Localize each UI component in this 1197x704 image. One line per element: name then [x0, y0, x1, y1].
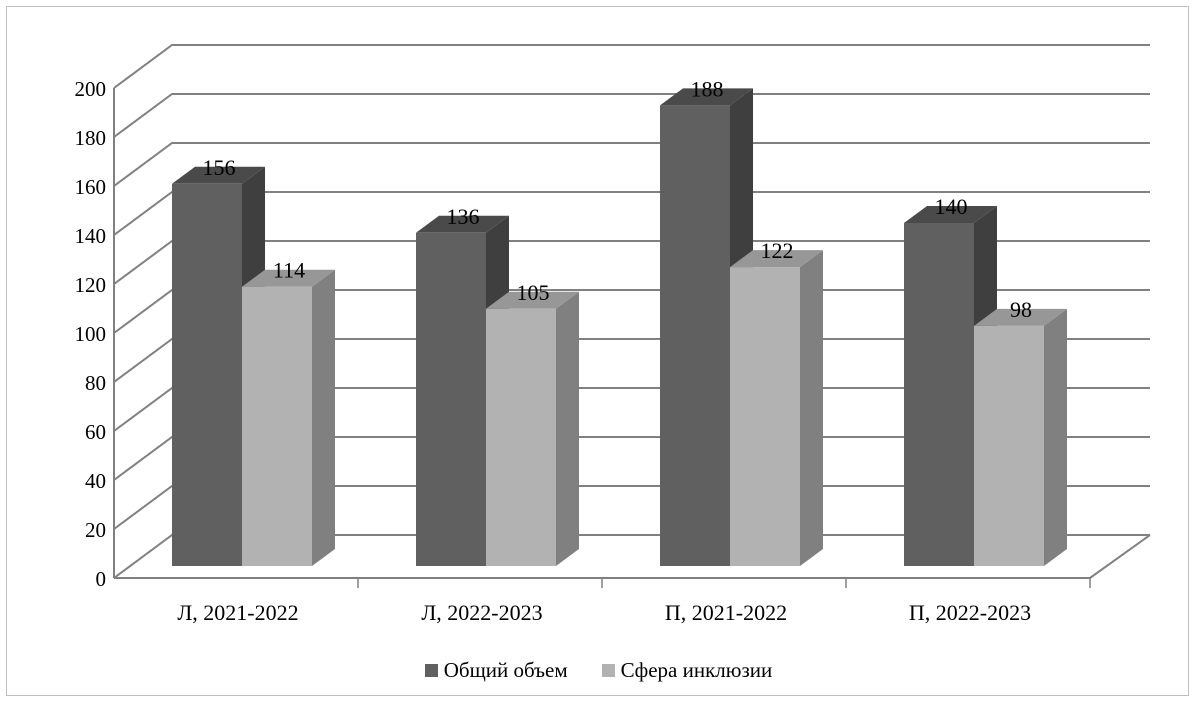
y-tick-label: 180 [75, 126, 107, 150]
bar-front [172, 183, 242, 567]
y-tick-label: 60 [85, 420, 106, 444]
data-label: 136 [447, 204, 480, 229]
y-tick-label: 20 [85, 518, 106, 542]
bar [486, 291, 579, 566]
data-label: 122 [761, 238, 794, 263]
legend-label: Сфера инклюзии [620, 658, 773, 682]
x-axis: Л, 2021-2022 Л, 2022-2023 П, 2021-2022 П, 2… [177, 578, 1091, 625]
bar-top [242, 269, 335, 287]
y-tick-label: 80 [85, 371, 106, 395]
bar-front [486, 308, 556, 566]
gridline [113, 93, 1150, 138]
legend-item-series-2: Сфера инклюзии [601, 658, 773, 683]
x-tick-label: П, 2021-2022 [665, 600, 787, 625]
data-labels: 156 114 136 105 188 122 140 98 [203, 76, 1033, 322]
bar-top [974, 308, 1067, 326]
bar-front [416, 232, 486, 567]
bar-top [416, 215, 509, 233]
bar-front [904, 223, 974, 566]
y-tick-label: 200 [75, 77, 107, 101]
data-label: 156 [203, 155, 236, 180]
legend-item-series-1: Общий объем [424, 658, 568, 683]
x-tick-label: П, 2022-2023 [909, 600, 1031, 625]
bar-top [486, 291, 579, 309]
data-label: 98 [1010, 297, 1032, 322]
x-tick-label: Л, 2021-2022 [177, 600, 298, 625]
bar-front [660, 105, 730, 567]
bar-top [904, 206, 997, 223]
bar-top [172, 166, 265, 184]
bar-top [660, 88, 753, 106]
legend-swatch [424, 664, 438, 677]
y-axis: 0 20 40 60 80 100 120 140 160 180 200 [75, 77, 107, 591]
bar-side [800, 250, 823, 566]
bar-top [730, 250, 823, 268]
y-tick-label: 140 [75, 224, 107, 248]
legend-swatch [601, 664, 615, 677]
y-tick-label: 100 [75, 322, 107, 346]
chart-frame [6, 6, 1189, 696]
data-label: 114 [273, 258, 305, 283]
data-label: 188 [691, 76, 724, 101]
legend: Общий объем Сфера инклюзии [0, 658, 1197, 683]
y-tick-label: 40 [85, 469, 106, 493]
legend-label: Общий объем [443, 658, 568, 682]
y-tick-label: 160 [75, 175, 107, 199]
bar [974, 308, 1067, 566]
x-tick-label: Л, 2022-2023 [421, 600, 542, 625]
bar [730, 250, 823, 566]
data-label: 140 [935, 194, 968, 219]
bar-front [730, 267, 800, 566]
bar-front [242, 286, 312, 566]
y-tick-label: 0 [96, 567, 107, 591]
bar-side [556, 291, 579, 566]
bars [172, 88, 1067, 567]
data-label: 105 [517, 280, 550, 305]
bar [242, 269, 335, 566]
bar-front [974, 325, 1044, 566]
bar-side [312, 269, 335, 566]
gridline [113, 44, 1150, 89]
y-tick-label: 120 [75, 273, 107, 297]
gridline [113, 142, 1150, 187]
bar-side [1044, 308, 1067, 566]
